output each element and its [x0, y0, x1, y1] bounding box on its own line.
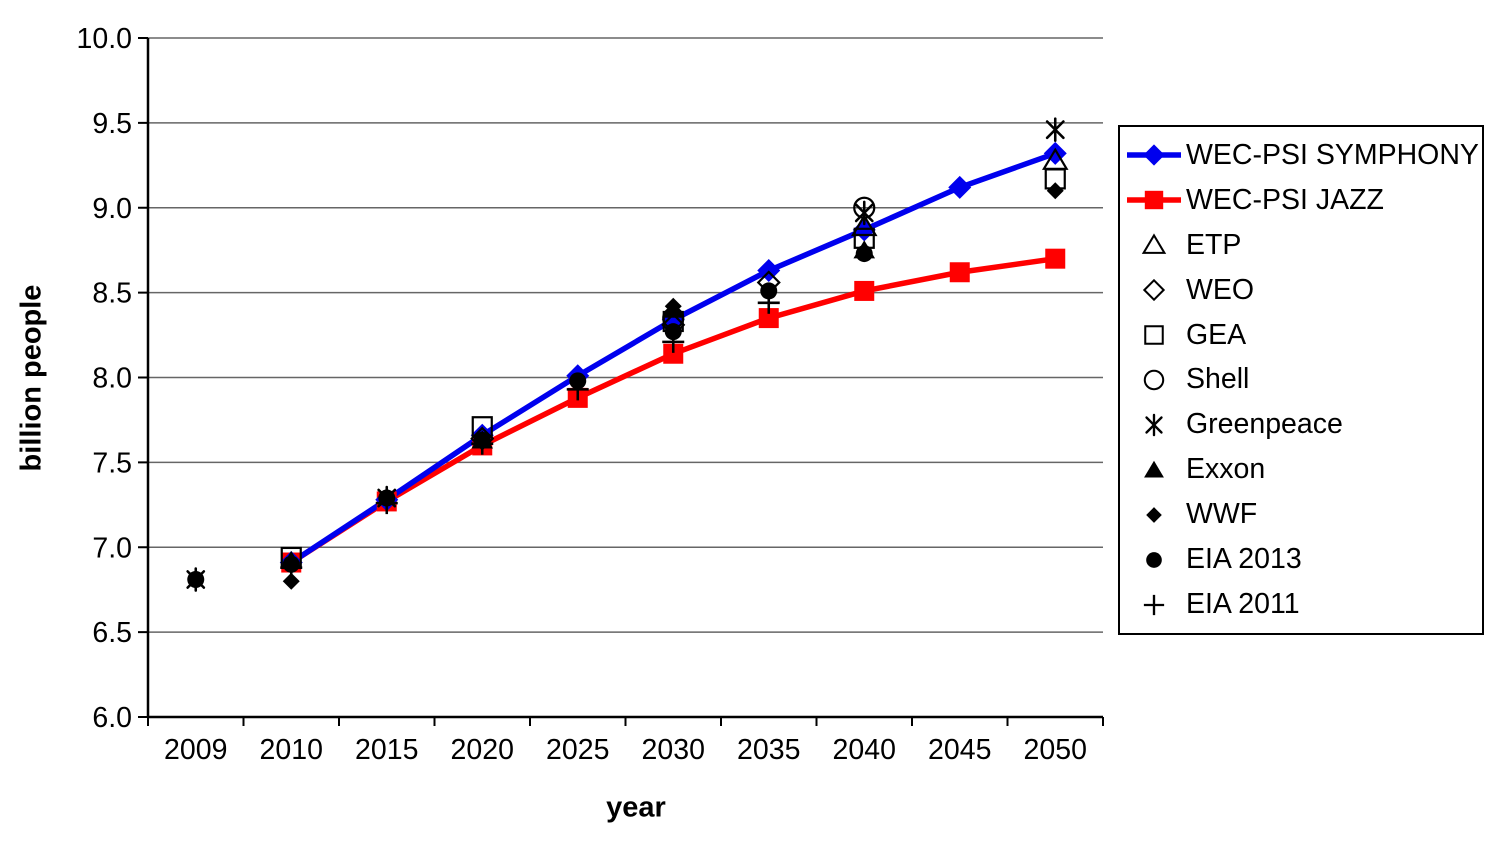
- legend-label: WEC-PSI SYMPHONY: [1186, 138, 1479, 171]
- data-series: [186, 117, 1069, 592]
- legend-marker-plus-icon: [1143, 594, 1165, 615]
- series-markers-gea: [280, 168, 1066, 569]
- legend-item-weo: WEO: [1126, 268, 1482, 312]
- legend-marker-diamond-filled-icon: [1127, 144, 1181, 167]
- legend-label: WWF: [1186, 498, 1258, 531]
- y-tick-label: 8.0: [92, 363, 132, 395]
- legend-marker-asterisk-icon: [1145, 413, 1163, 437]
- legend-label: ETP: [1186, 228, 1242, 261]
- legend-marker-triangle-open-icon: [1141, 233, 1167, 255]
- legend-item-eia-2013: EIA 2013: [1126, 538, 1482, 582]
- y-tick-label: 6.5: [92, 617, 132, 649]
- legend-marker-square-open-icon: [1144, 325, 1164, 345]
- legend-item-eia-2011: EIA 2011: [1126, 583, 1482, 627]
- legend-item-etp: ETP: [1126, 223, 1482, 267]
- series-markers-wec-psi-jazz: [281, 248, 1066, 573]
- y-tick-label: 7.5: [92, 447, 132, 479]
- y-tick-label: 10.0: [77, 23, 132, 55]
- y-tick-label: 6.0: [92, 702, 132, 734]
- series-markers-wwf: [282, 182, 1064, 590]
- series-markers-eia-2011: [280, 291, 780, 579]
- legend-item-wwf: WWF: [1126, 493, 1482, 537]
- legend-marker-diamond-open-icon: [1142, 279, 1166, 302]
- x-tick-label: 2045: [928, 734, 991, 766]
- legend-marker-triangle-filled-icon: [1144, 460, 1164, 478]
- tick-labels: 6.0 6.5 7.0 7.5 8.0 8.5 9.0 9.5 10.0 2009 2010 2015…: [77, 23, 1087, 766]
- legend-marker-square-filled-icon: [1127, 191, 1181, 210]
- legend-label: EIA 2011: [1186, 588, 1300, 621]
- gridlines: [148, 37, 1103, 633]
- legend-item-greenpeace: Greenpeace: [1126, 403, 1482, 447]
- legend-marker-diamond-filled-small-icon: [1146, 506, 1162, 523]
- legend-item-wec-psi-symphony: WEC-PSI SYMPHONY: [1126, 133, 1482, 177]
- legend-item-wec-psi-jazz: WEC-PSI JAZZ: [1126, 178, 1482, 222]
- legend-label: Exxon: [1186, 453, 1266, 486]
- legend-item-shell: Shell: [1126, 358, 1482, 402]
- legend-label: EIA 2013: [1186, 543, 1302, 576]
- legend-label: WEO: [1186, 273, 1255, 306]
- y-tick-label: 9.5: [92, 108, 132, 140]
- x-tick-label: 2010: [260, 734, 323, 766]
- legend: WEC-PSI SYMPHONY WEC-PSI JAZZ ETP WEO GEA She…: [1118, 125, 1484, 635]
- legend-label: WEC-PSI JAZZ: [1186, 183, 1384, 216]
- x-tick-label: 2030: [642, 734, 705, 766]
- x-tick-label: 2035: [737, 734, 800, 766]
- x-tick-label: 2025: [546, 734, 609, 766]
- series-markers-weo: [470, 270, 781, 451]
- x-tick-label: 2040: [833, 734, 896, 766]
- x-tick-label: 2050: [1024, 734, 1087, 766]
- legend-marker-circle-open-icon: [1143, 369, 1165, 391]
- x-axis-title: year: [606, 791, 666, 824]
- legend-label: Greenpeace: [1186, 408, 1343, 441]
- x-tick-label: 2020: [451, 734, 514, 766]
- y-tick-label: 7.0: [92, 532, 132, 564]
- y-axis-title: billion people: [15, 284, 48, 472]
- legend-marker-circle-filled-icon: [1146, 551, 1162, 568]
- legend-label: GEA: [1186, 318, 1247, 351]
- series-markers-greenpeace: [186, 117, 1065, 592]
- y-tick-label: 9.0: [92, 193, 132, 225]
- legend-label: Shell: [1186, 363, 1250, 396]
- axes: [138, 37, 1104, 726]
- x-tick-label: 2009: [164, 734, 227, 766]
- legend-item-exxon: Exxon: [1126, 448, 1482, 492]
- legend-item-gea: GEA: [1126, 313, 1482, 357]
- y-tick-label: 8.5: [92, 278, 132, 310]
- x-tick-label: 2015: [355, 734, 418, 766]
